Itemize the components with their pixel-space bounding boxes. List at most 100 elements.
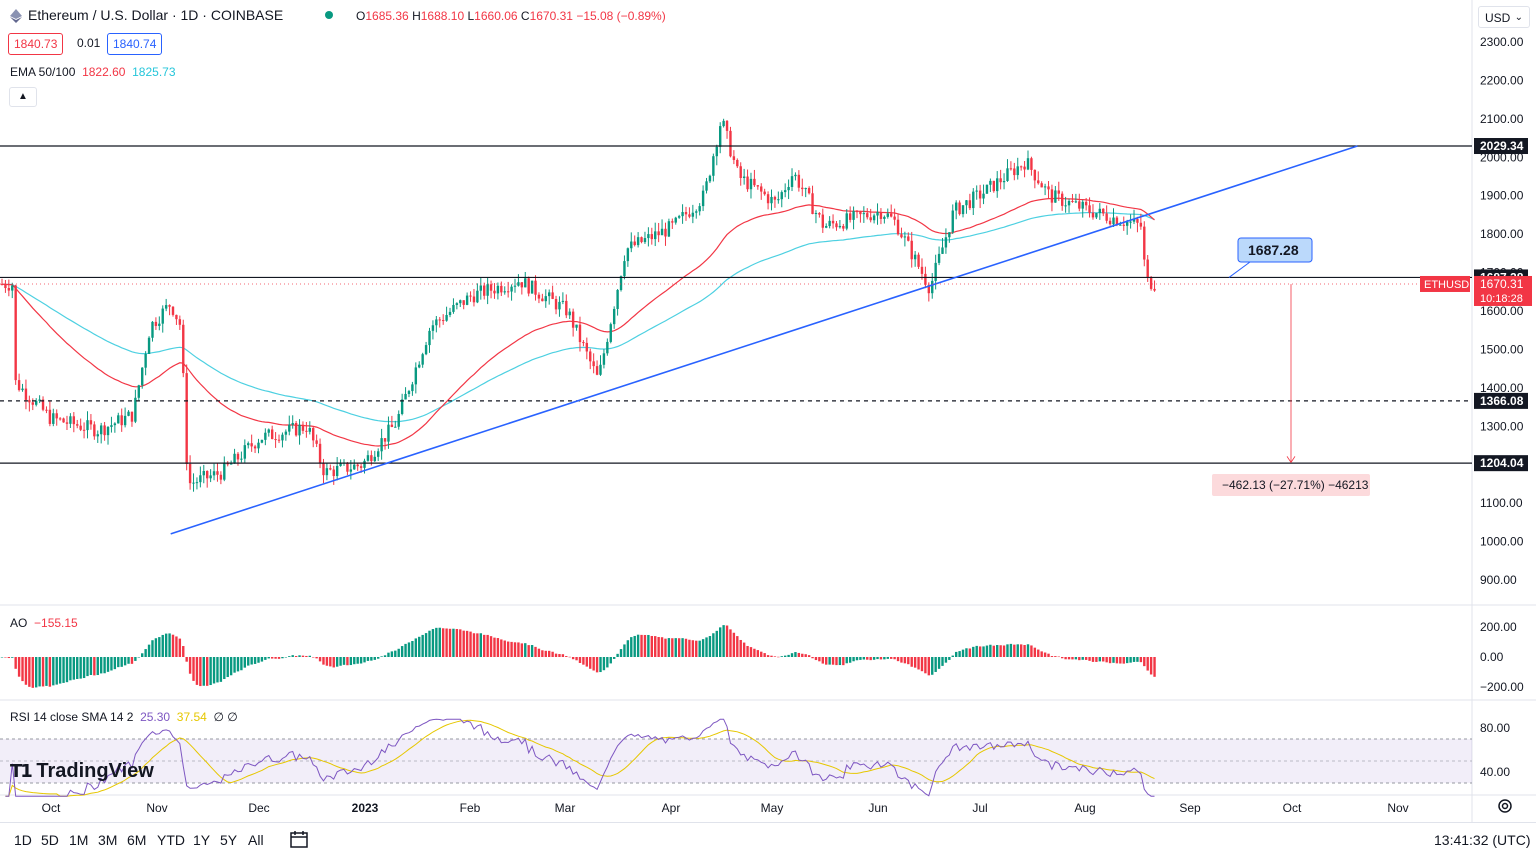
ao-bar (958, 651, 961, 657)
currency-select[interactable]: USD ⌄ (1478, 6, 1530, 28)
candle-body (21, 388, 24, 391)
candle-body (31, 402, 34, 405)
ao-bar (301, 655, 305, 657)
price-callout-box[interactable] (1237, 237, 1313, 263)
ao-bar (903, 657, 907, 664)
timeframe-5d[interactable]: 5D (41, 832, 59, 848)
time-axis-label: Dec (248, 801, 269, 815)
ao-bar (93, 657, 96, 676)
symbol-title[interactable]: Ethereum / U.S. Dollar · 1D · COINBASE (28, 7, 284, 23)
candle-body (657, 231, 660, 236)
candle-body (1064, 205, 1067, 207)
ao-bar (589, 657, 592, 669)
ao-bar (431, 629, 435, 657)
timeframe-5y[interactable]: 5Y (220, 832, 238, 848)
rsi-label: RSI 14 close SMA 14 2 (10, 710, 134, 724)
ao-bar (513, 642, 517, 657)
timeframe-6m[interactable]: 6M (127, 832, 147, 848)
candle-body (1088, 205, 1091, 213)
ao-bar (732, 632, 736, 657)
ao-bar (671, 638, 674, 657)
ao-bar (253, 657, 257, 664)
ao-bar (886, 657, 889, 659)
candle-body (1030, 158, 1033, 170)
ao-tick-label: −200.00 (1480, 680, 1524, 694)
ao-bar (188, 657, 192, 674)
gear-icon[interactable] (1496, 797, 1514, 815)
ao-bar (110, 657, 113, 671)
candle-body (845, 213, 848, 229)
ao-bar (236, 657, 240, 672)
ao-bar (164, 633, 168, 657)
candle-body (534, 280, 537, 295)
rsi-legend[interactable]: RSI 14 close SMA 14 2 25.30 37.54 ∅ ∅ (10, 710, 238, 724)
ao-bar (975, 645, 978, 657)
candle-body (76, 424, 79, 426)
ao-bar (1067, 657, 1071, 660)
candle-body (250, 443, 253, 447)
ao-legend[interactable]: AO −155.15 (10, 616, 78, 630)
timeframe-1m[interactable]: 1M (69, 832, 89, 848)
utc-clock[interactable]: 13:41:32 (UTC) (1434, 832, 1531, 848)
calendar-range-icon[interactable] (289, 829, 309, 849)
candle-body (267, 429, 270, 433)
tradingview-logo[interactable]: 𝗧𝟭 TradingView (10, 760, 154, 783)
candle-body (11, 285, 14, 291)
ao-bar (1054, 656, 1057, 657)
ao-bar (883, 657, 886, 660)
ao-bar (291, 655, 294, 657)
price-chart[interactable]: 2300.002200.002100.002000.001900.001800.… (0, 0, 1536, 822)
candle-body (503, 291, 506, 293)
ao-bar (281, 657, 284, 659)
ao-bar (1026, 644, 1030, 657)
candle-body (164, 305, 168, 309)
collapse-legend-button[interactable]: ▲ (9, 87, 37, 107)
ao-bar (972, 646, 975, 657)
timeframe-all[interactable]: All (248, 832, 264, 848)
bid-price[interactable]: 1840.73 (8, 33, 64, 55)
trendline[interactable] (170, 145, 1358, 535)
ao-bar (144, 649, 147, 657)
ao-bar (722, 625, 725, 657)
timeframe-ytd[interactable]: YTD (157, 832, 185, 848)
candle-body (592, 361, 595, 367)
candle-body (862, 213, 866, 215)
candle-body (1084, 201, 1088, 206)
ao-bar (113, 657, 117, 670)
ao-bar (500, 639, 503, 657)
ao-bar (896, 657, 900, 662)
ao-bar (961, 649, 965, 657)
candle-body (623, 261, 626, 277)
ema-legend[interactable]: EMA 50/100 1822.60 1825.73 (10, 65, 176, 79)
bottom-toolbar (0, 822, 1536, 861)
time-axis-label: Oct (1283, 801, 1302, 815)
ao-bar (400, 646, 404, 657)
candle-body (1050, 189, 1054, 203)
candle-body (175, 314, 178, 320)
ao-bar (664, 638, 667, 657)
ao-bar (746, 645, 749, 657)
ao-bar (31, 657, 34, 688)
timeframe-1y[interactable]: 1Y (193, 832, 211, 848)
ohlc-key: H (412, 9, 421, 23)
ao-bar (1098, 657, 1102, 662)
ao-bar (7, 657, 11, 659)
ask-price[interactable]: 1840.74 (107, 33, 163, 55)
ao-bar (342, 657, 346, 665)
candle-body (48, 409, 52, 424)
candle-body (920, 266, 924, 274)
timeframe-1d[interactable]: 1D (14, 832, 32, 848)
ao-bar (777, 656, 780, 658)
candle-body (961, 205, 965, 215)
ao-bar (339, 657, 342, 666)
ohlc-value: −15.08 (−0.89%) (576, 9, 666, 23)
ao-bar (506, 641, 510, 657)
ao-bar (178, 638, 182, 657)
ao-bar (1040, 651, 1043, 657)
ao-bar (45, 657, 48, 686)
ao-bar (760, 651, 763, 657)
candle-body (435, 319, 438, 326)
timeframe-3m[interactable]: 3M (98, 832, 118, 848)
candle-body (110, 425, 113, 427)
ao-bar (859, 657, 862, 660)
